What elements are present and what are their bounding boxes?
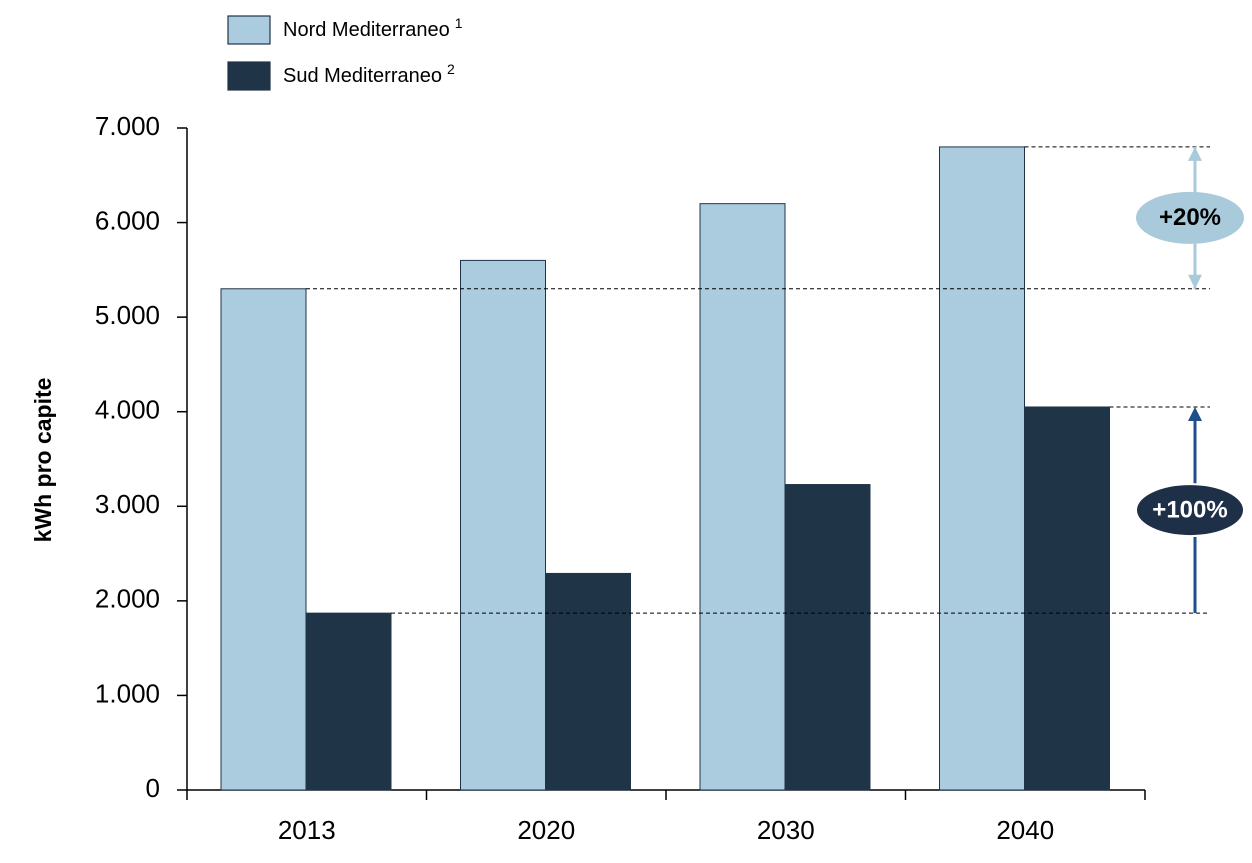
y-tick-label: 6.000 [95,205,160,235]
x-tick-label: 2040 [996,815,1054,845]
legend-name: Sud Mediterraneo [283,65,442,87]
legend-swatch [227,61,271,91]
legend-footnote: 2 [447,61,455,77]
bar [784,484,871,791]
legend-footnote: 1 [455,15,463,31]
y-tick-label: 1.000 [95,678,160,708]
y-axis-title: kWh pro capite [30,378,56,543]
x-tick-label: 2030 [757,815,815,845]
y-tick-label: 3.000 [95,489,160,519]
legend-label: Sud Mediterraneo 2 [283,61,455,88]
annotation-label: +100% [1152,496,1227,523]
bar [1024,406,1110,791]
bar [939,146,1025,791]
annotation-label: +20% [1159,204,1221,231]
y-tick-label: 7.000 [95,111,160,141]
legend-swatch [227,15,271,45]
bar [220,288,307,791]
arrow-head [1188,274,1202,289]
y-tick-label: 2.000 [95,584,160,614]
bar [305,612,392,791]
bar [460,259,546,791]
bar [545,572,631,791]
legend-label: Nord Mediterraneo 1 [283,15,463,42]
x-tick-label: 2013 [278,815,336,845]
bar [699,203,786,791]
y-tick-label: 5.000 [95,300,160,330]
legend-name: Nord Mediterraneo [283,19,450,41]
y-tick-label: 0 [146,773,160,803]
arrow-head [1188,406,1202,421]
y-tick-label: 4.000 [95,395,160,425]
x-tick-label: 2020 [517,815,575,845]
annotation-badge [1135,483,1245,538]
annotation-badge [1136,191,1244,244]
